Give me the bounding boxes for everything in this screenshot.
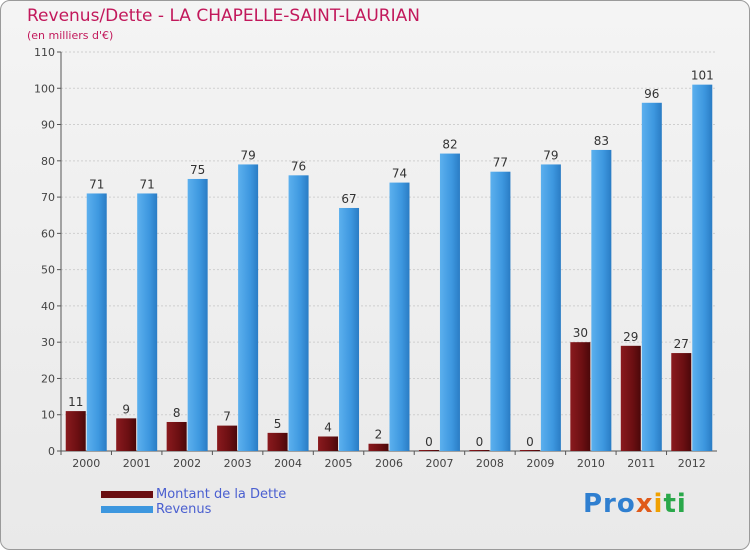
data-label-revenus: 74: [392, 167, 407, 181]
y-tick-label: 10: [41, 409, 55, 422]
y-tick-label: 40: [41, 300, 55, 313]
data-label-dette: 0: [476, 435, 484, 449]
x-tick-label: 2005: [325, 457, 353, 470]
data-label-dette: 2: [375, 428, 383, 442]
bar-revenus: [238, 164, 259, 452]
proxiti-logo: Proxiti: [583, 489, 687, 519]
legend-swatch-dette: [101, 491, 153, 498]
data-label-dette: 0: [425, 435, 433, 449]
data-label-revenus: 77: [493, 156, 508, 170]
chart-subtitle: (en milliers d'€): [27, 29, 114, 42]
bar-revenus: [692, 84, 713, 452]
bar-revenus: [591, 149, 612, 451]
x-tick-label: 2004: [274, 457, 302, 470]
bar-dette: [469, 450, 490, 451]
data-label-revenus: 83: [594, 134, 609, 148]
bar-dette: [570, 342, 591, 451]
data-label-revenus: 96: [644, 87, 659, 101]
data-label-dette: 11: [68, 395, 83, 409]
legend-swatch-revenus: [101, 506, 153, 513]
data-label-dette: 7: [223, 410, 231, 424]
y-tick-label: 90: [41, 119, 55, 132]
logo-part-x: x: [635, 489, 654, 519]
x-tick-label: 2010: [577, 457, 605, 470]
data-label-revenus: 71: [89, 177, 104, 191]
data-label-dette: 30: [573, 326, 588, 340]
bar-revenus: [339, 207, 360, 451]
y-tick-label: 70: [41, 191, 55, 204]
x-tick-label: 2007: [425, 457, 453, 470]
bar-revenus: [288, 175, 309, 451]
bar-dette: [368, 443, 389, 451]
bar-dette: [418, 450, 439, 451]
bar-dette: [318, 436, 339, 451]
data-label-dette: 0: [526, 435, 534, 449]
y-tick-label: 60: [41, 227, 55, 240]
data-label-dette: 5: [274, 417, 282, 431]
logo-part-pro: Pro: [583, 489, 636, 519]
logo-part-ti: ti: [663, 489, 687, 519]
x-tick-label: 2000: [72, 457, 100, 470]
logo-part-i: i: [653, 489, 664, 519]
data-label-revenus: 71: [140, 177, 155, 191]
bar-revenus: [86, 193, 107, 452]
x-tick-label: 2003: [224, 457, 252, 470]
data-label-dette: 9: [122, 402, 130, 416]
x-tick-label: 2002: [173, 457, 201, 470]
data-label-revenus: 76: [291, 159, 306, 173]
data-label-dette: 4: [324, 420, 332, 434]
data-label-revenus: 67: [341, 192, 356, 206]
bar-revenus: [137, 193, 158, 452]
bar-dette: [519, 450, 540, 451]
x-tick-label: 2009: [526, 457, 554, 470]
legend-label-dette: Montant de la Dette: [156, 487, 287, 502]
bar-dette: [217, 425, 238, 451]
bar-dette: [620, 345, 641, 451]
bar-dette: [267, 432, 288, 451]
data-label-dette: 8: [173, 406, 181, 420]
data-label-dette: 29: [623, 330, 638, 344]
bar-dette: [671, 353, 692, 451]
data-label-revenus: 82: [442, 138, 457, 152]
y-tick-label: 80: [41, 155, 55, 168]
legend-label-revenus: Revenus: [156, 502, 212, 517]
x-tick-label: 2001: [123, 457, 151, 470]
bar-dette: [116, 418, 137, 451]
y-tick-label: 0: [48, 445, 55, 458]
bar-revenus: [490, 171, 511, 451]
x-tick-label: 2012: [678, 457, 706, 470]
bar-revenus: [389, 182, 410, 451]
data-label-revenus: 101: [691, 69, 714, 83]
data-label-revenus: 79: [543, 148, 558, 162]
bar-revenus: [641, 102, 662, 452]
chart-title: Revenus/Dette - LA CHAPELLE-SAINT-LAURIA…: [27, 6, 420, 26]
bar-revenus: [439, 153, 460, 451]
y-tick-label: 50: [41, 264, 55, 277]
bar-dette: [166, 421, 187, 451]
bar-dette: [65, 411, 86, 451]
x-tick-label: 2008: [476, 457, 504, 470]
y-tick-label: 20: [41, 372, 55, 385]
x-tick-label: 2011: [627, 457, 655, 470]
y-tick-label: 30: [41, 336, 55, 349]
data-label-revenus: 79: [240, 148, 255, 162]
data-label-revenus: 75: [190, 163, 205, 177]
y-tick-label: 100: [34, 82, 55, 95]
x-tick-label: 2006: [375, 457, 403, 470]
bar-revenus: [187, 178, 208, 452]
bar-revenus: [540, 164, 561, 452]
data-label-dette: 27: [674, 337, 689, 351]
y-tick-label: 110: [34, 46, 55, 59]
